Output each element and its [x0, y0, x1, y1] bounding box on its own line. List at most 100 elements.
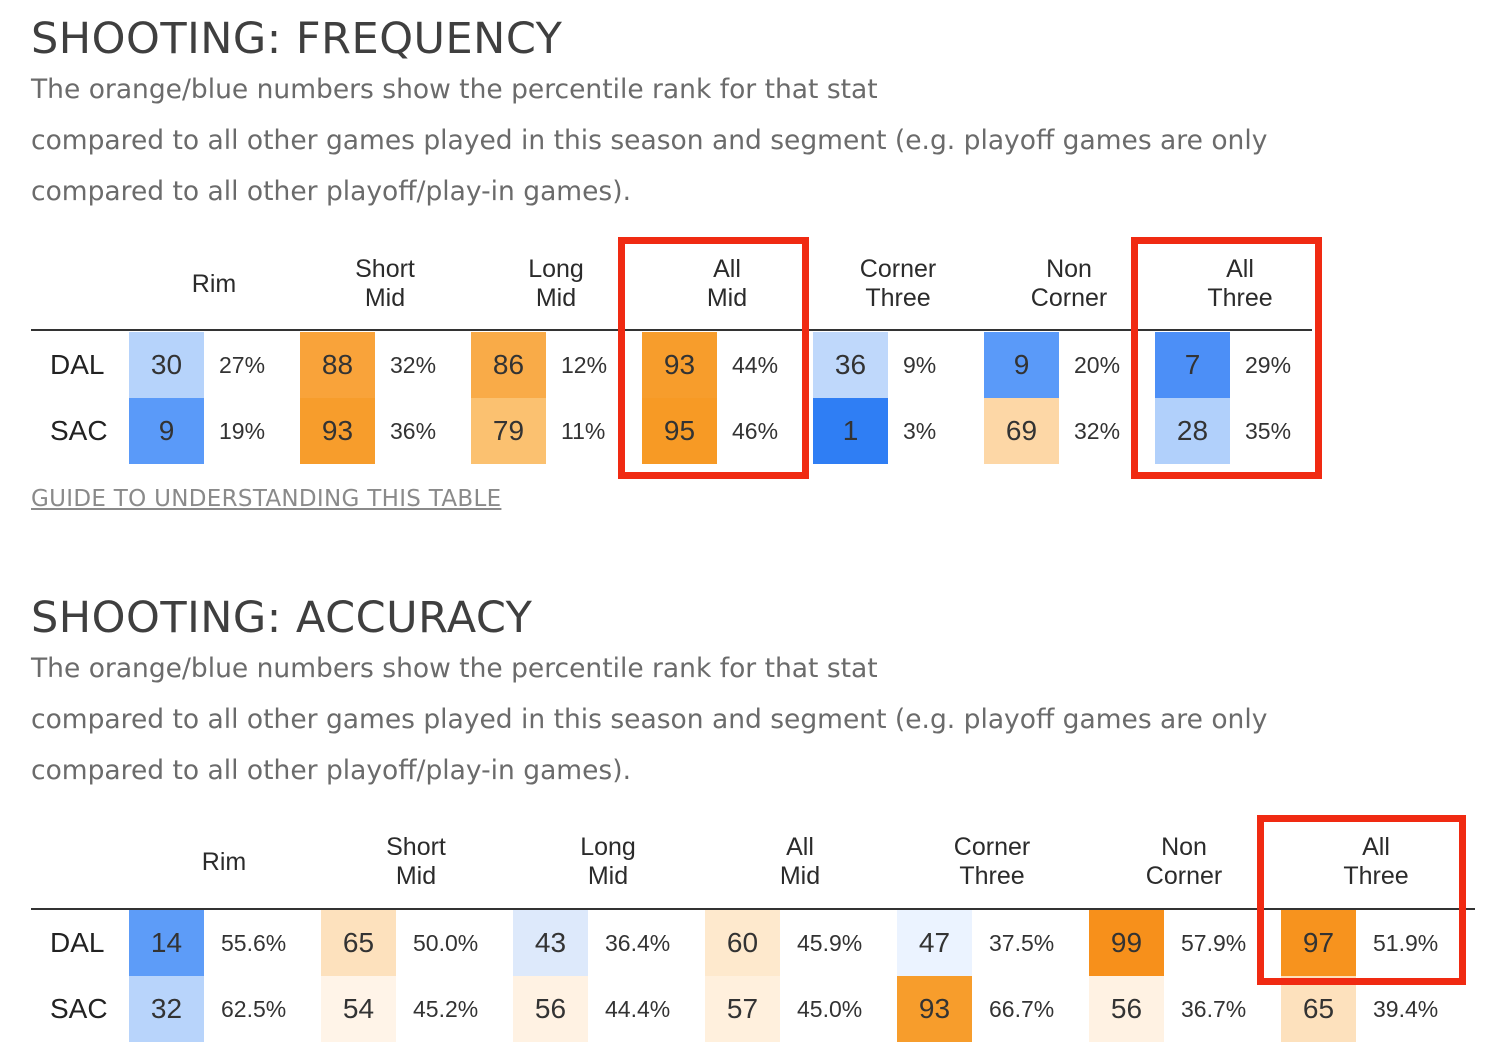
accuracy-description: The orange/blue numbers show the percent… — [31, 643, 1267, 796]
stat-value: 45.0% — [797, 996, 863, 1022]
stat-value: 19% — [219, 418, 266, 444]
description-line: compared to all other playoff/play-in ga… — [31, 176, 631, 207]
stat-value: 44.4% — [605, 996, 671, 1022]
highlight-box — [1257, 815, 1466, 985]
column-header-line: Long — [528, 255, 584, 283]
column-header: Corner Three — [818, 255, 978, 313]
percentile-rank-cell: 60 — [705, 910, 780, 976]
header-rule — [31, 329, 1312, 331]
stat-value: 50.0% — [413, 930, 479, 956]
percentile-rank-cell: 56 — [1089, 976, 1164, 1042]
stat-value: 39.4% — [1373, 996, 1439, 1022]
stat-value: 45.2% — [413, 996, 479, 1022]
column-header: Short Mid — [336, 833, 496, 891]
column-header: Long Mid — [528, 833, 688, 891]
column-header-line: Three — [959, 862, 1025, 890]
header-rule — [31, 908, 1475, 910]
column-header: Non Corner — [1104, 833, 1264, 891]
column-header-line: Three — [1207, 284, 1273, 312]
column-header-line: All — [1226, 255, 1254, 283]
stat-value: 35% — [1245, 418, 1292, 444]
stat-value: 46% — [732, 418, 779, 444]
stat-value: 29% — [1245, 352, 1292, 378]
percentile-rank-cell: 30 — [129, 332, 204, 398]
column-header-line: Short — [355, 255, 415, 283]
column-header-line: Mid — [535, 284, 577, 312]
stat-value: 32% — [1074, 418, 1121, 444]
percentile-rank-cell: 36 — [813, 332, 888, 398]
percentile-rank-cell: 97 — [1281, 910, 1356, 976]
stat-value: 11% — [561, 418, 606, 444]
team-label: DAL — [50, 927, 105, 958]
column-header: Rim — [144, 848, 304, 877]
column-header-line: Mid — [364, 284, 406, 312]
column-header-line: Corner — [1030, 284, 1108, 312]
stat-value: 36% — [390, 418, 437, 444]
stat-value: 32% — [390, 352, 437, 378]
column-header-line: Rim — [201, 848, 247, 876]
percentile-rank-cell: 99 — [1089, 910, 1164, 976]
column-header: All Mid — [720, 833, 880, 891]
frequency-section: SHOOTING: FREQUENCY The orange/blue numb… — [31, 14, 1322, 512]
description-line: The orange/blue numbers show the percent… — [31, 653, 878, 684]
stat-value: 27% — [219, 352, 266, 378]
percentile-rank-cell: 69 — [984, 398, 1059, 464]
percentile-rank-cell: 7 — [1155, 332, 1230, 398]
column-header: Rim — [134, 270, 294, 299]
column-header: Corner Three — [912, 833, 1072, 891]
percentile-rank-cell: 57 — [705, 976, 780, 1042]
column-header-line: Non — [1161, 833, 1207, 861]
percentile-rank-cell: 65 — [1281, 976, 1356, 1042]
percentile-rank-cell: 9 — [984, 332, 1059, 398]
highlight-box — [1131, 237, 1322, 479]
percentile-rank-cell: 88 — [300, 332, 375, 398]
description-line: compared to all other games played in th… — [31, 704, 1268, 735]
percentile-rank-cell: 93 — [897, 976, 972, 1042]
column-header-line: Long — [580, 833, 636, 861]
percentile-rank-cell: 9 — [129, 398, 204, 464]
column-header-line: Three — [865, 284, 931, 312]
column-header-line: Non — [1046, 255, 1092, 283]
team-label: DAL — [50, 349, 105, 380]
percentile-rank-cell: 93 — [300, 398, 375, 464]
column-header-line: All — [1362, 833, 1390, 861]
stat-value: 62.5% — [221, 996, 287, 1022]
column-header-line: Three — [1343, 862, 1409, 890]
percentile-rank-cell: 79 — [471, 398, 546, 464]
percentile-rank-cell: 93 — [642, 332, 717, 398]
stat-value: 3% — [903, 418, 937, 444]
stat-value: 36.7% — [1181, 996, 1247, 1022]
percentile-rank-cell: 47 — [897, 910, 972, 976]
stat-value: 51.9% — [1373, 930, 1439, 956]
percentile-rank-cell: 1 — [813, 398, 888, 464]
column-header-line: Mid — [587, 862, 629, 890]
frequency-title: SHOOTING: FREQUENCY — [31, 14, 563, 64]
percentile-rank-cell: 28 — [1155, 398, 1230, 464]
column-header-line: Corner — [859, 255, 937, 283]
stat-value: 9% — [903, 352, 937, 378]
stat-value: 36.4% — [605, 930, 671, 956]
column-header: Non Corner — [989, 255, 1149, 313]
stat-value: 44% — [732, 352, 779, 378]
column-header-line: Mid — [395, 862, 437, 890]
stat-value: 45.9% — [797, 930, 863, 956]
column-header: All Mid — [647, 255, 807, 313]
description-line: compared to all other games played in th… — [31, 125, 1268, 156]
percentile-rank-cell: 86 — [471, 332, 546, 398]
frequency-description: The orange/blue numbers show the percent… — [31, 64, 1267, 217]
stat-value: 57.9% — [1181, 930, 1247, 956]
column-header: All Three — [1296, 833, 1456, 891]
team-label: SAC — [50, 993, 108, 1024]
percentile-rank-cell: 43 — [513, 910, 588, 976]
percentile-rank-cell: 32 — [129, 976, 204, 1042]
stat-value: 12% — [561, 352, 608, 378]
highlight-box — [618, 237, 809, 479]
column-header-line: Rim — [191, 270, 237, 298]
stat-value: 20% — [1074, 352, 1121, 378]
percentile-rank-cell: 95 — [642, 398, 717, 464]
stat-value: 55.6% — [221, 930, 287, 956]
guide-link[interactable]: GUIDE TO UNDERSTANDING THIS TABLE — [31, 486, 502, 512]
percentile-rank-cell: 14 — [129, 910, 204, 976]
description-line: The orange/blue numbers show the percent… — [31, 74, 878, 105]
accuracy-title: SHOOTING: ACCURACY — [31, 593, 533, 643]
